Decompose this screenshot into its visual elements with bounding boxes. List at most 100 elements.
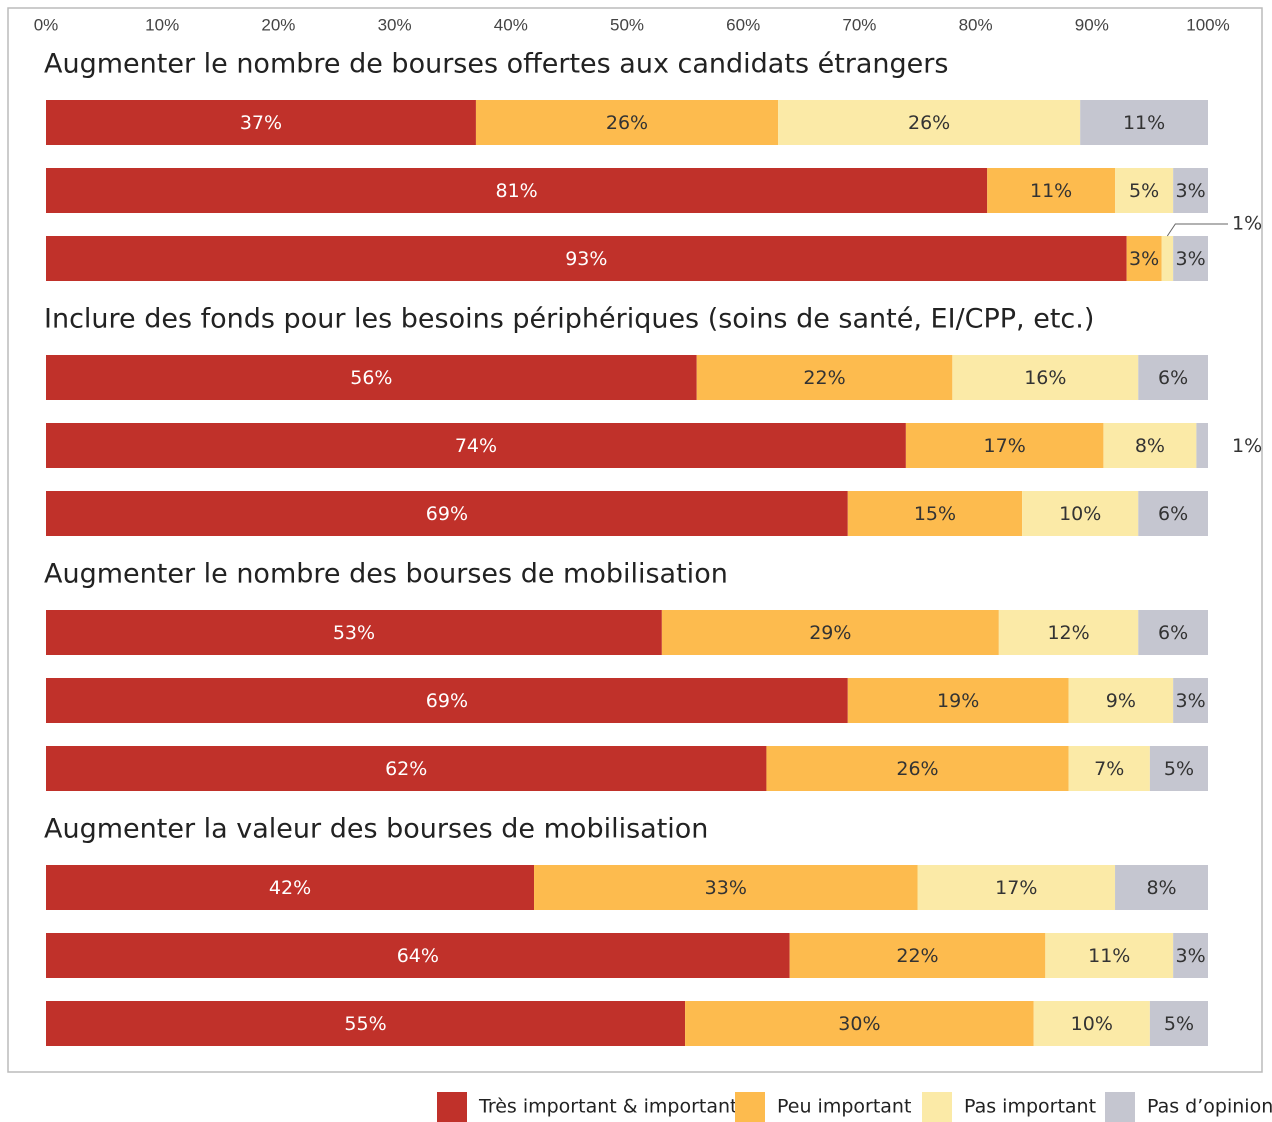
value-label: 3% xyxy=(1129,248,1159,270)
legend-swatch xyxy=(922,1092,952,1122)
value-label: 5% xyxy=(1129,180,1159,202)
bar-segment xyxy=(661,610,999,655)
value-label: 5% xyxy=(1164,1013,1194,1035)
bar-segment xyxy=(1173,168,1208,213)
legend-swatch xyxy=(1105,1092,1135,1122)
value-label: 3% xyxy=(1175,248,1205,270)
x-tick-label: 100% xyxy=(1186,15,1229,34)
legend-label: Pas d’opinion xyxy=(1147,1096,1272,1118)
value-label: 42% xyxy=(269,877,311,899)
group-title: Augmenter la valeur des bourses de mobil… xyxy=(44,814,708,845)
value-label: 9% xyxy=(1106,690,1136,712)
bar-segment xyxy=(475,100,779,145)
bar-segment xyxy=(952,355,1139,400)
group-title: Augmenter le nombre des bourses de mobil… xyxy=(44,559,728,590)
x-tick-label: 20% xyxy=(261,15,295,34)
bar-segment xyxy=(1033,1001,1150,1046)
value-label: 74% xyxy=(455,435,497,457)
value-label: 1% xyxy=(1232,435,1262,457)
x-tick-label: 0% xyxy=(34,15,59,34)
value-label: 16% xyxy=(1024,367,1066,389)
bar-segment xyxy=(998,610,1139,655)
bar-segment xyxy=(46,865,535,910)
value-label: 8% xyxy=(1135,435,1165,457)
value-label: 11% xyxy=(1088,945,1130,967)
bar-segment xyxy=(46,168,988,213)
value-label: 93% xyxy=(565,248,607,270)
x-tick-label: 40% xyxy=(494,15,528,34)
bar-segment xyxy=(46,423,906,468)
bar-segment xyxy=(917,865,1116,910)
value-label: 17% xyxy=(984,435,1026,457)
legend-label: Peu important xyxy=(777,1096,911,1118)
value-label: 3% xyxy=(1175,690,1205,712)
bar-segment xyxy=(766,746,1069,791)
bar-segment xyxy=(1138,610,1208,655)
value-label: 6% xyxy=(1158,622,1188,644)
bar-segment xyxy=(1196,423,1208,468)
bar-segment xyxy=(1173,933,1208,978)
group-title: Augmenter le nombre de bourses offertes … xyxy=(44,49,948,80)
bar-segment xyxy=(1161,236,1174,281)
value-label: 6% xyxy=(1158,503,1188,525)
value-label: 30% xyxy=(838,1013,880,1035)
bar-segment xyxy=(46,1001,686,1046)
value-label: 33% xyxy=(705,877,747,899)
bar-segment xyxy=(1103,423,1197,468)
legend-swatch xyxy=(437,1092,467,1122)
bar-segment xyxy=(1138,355,1208,400)
value-label: 3% xyxy=(1175,945,1205,967)
x-tick-label: 50% xyxy=(610,15,644,34)
bar-segment xyxy=(46,100,476,145)
value-label: 7% xyxy=(1094,758,1124,780)
bar-segment xyxy=(685,1001,1034,1046)
value-label: 15% xyxy=(914,503,956,525)
bar-segment xyxy=(778,100,1081,145)
value-label: 12% xyxy=(1047,622,1089,644)
value-label: 69% xyxy=(426,503,468,525)
bar-segment xyxy=(46,610,662,655)
x-tick-label: 80% xyxy=(959,15,993,34)
bar-segment xyxy=(46,355,697,400)
value-label: 8% xyxy=(1146,877,1176,899)
bar-segment xyxy=(905,423,1104,468)
value-label: 11% xyxy=(1123,112,1165,134)
x-tick-label: 60% xyxy=(726,15,760,34)
bar-segment xyxy=(847,491,1023,536)
bar-segment xyxy=(1115,168,1174,213)
bar-segment xyxy=(987,168,1116,213)
bar-segment xyxy=(696,355,953,400)
frame xyxy=(7,7,1263,1073)
value-label: 26% xyxy=(606,112,648,134)
bar-segment xyxy=(534,865,918,910)
legend-label: Pas important xyxy=(964,1096,1096,1118)
bar-segment xyxy=(46,491,848,536)
value-label: 26% xyxy=(908,112,950,134)
x-tick-label: 90% xyxy=(1075,15,1109,34)
bar-segment xyxy=(1068,678,1174,723)
bar-segment xyxy=(1115,865,1208,910)
bar-segment xyxy=(46,236,1127,281)
bar-segment xyxy=(1068,746,1150,791)
x-tick-label: 10% xyxy=(145,15,179,34)
value-label: 19% xyxy=(937,690,979,712)
value-label: 81% xyxy=(495,180,537,202)
bar-segment xyxy=(1080,100,1208,145)
bar-segment xyxy=(1045,933,1174,978)
bar-segment xyxy=(1022,491,1139,536)
x-tick-label: 30% xyxy=(378,15,412,34)
bar-segment xyxy=(1173,678,1208,723)
value-label: 62% xyxy=(385,758,427,780)
value-label: 56% xyxy=(350,367,392,389)
bar-segment xyxy=(789,933,1046,978)
group-title: Inclure des fonds pour les besoins périp… xyxy=(44,304,1094,335)
bar-segment xyxy=(1149,746,1208,791)
x-tick-label: 70% xyxy=(842,15,876,34)
value-label: 1% xyxy=(1232,213,1262,235)
value-label: 29% xyxy=(809,622,851,644)
value-label: 69% xyxy=(426,690,468,712)
legend-swatch xyxy=(735,1092,765,1122)
bar-segment xyxy=(46,678,848,723)
leader-line xyxy=(1166,223,1228,237)
